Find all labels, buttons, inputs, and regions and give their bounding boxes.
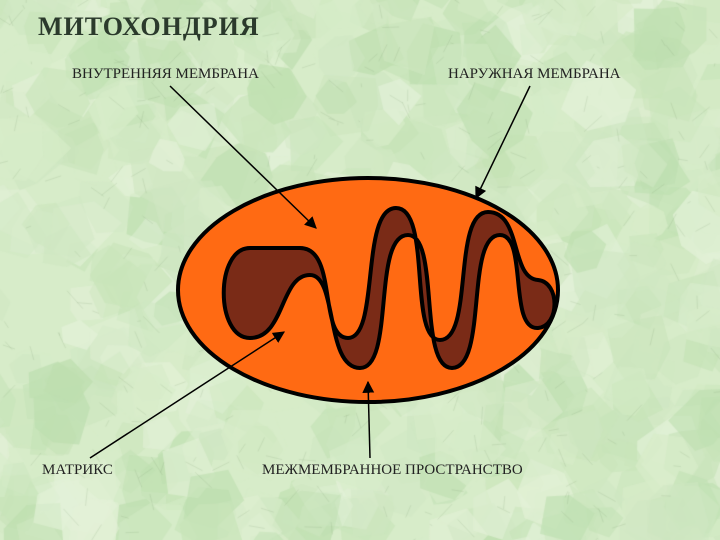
label-outer-membrane: НАРУЖНАЯ МЕМБРАНА <box>448 66 621 83</box>
pointer-arrow <box>476 86 530 198</box>
label-matrix: МАТРИКС <box>42 462 113 479</box>
diagram-title: МИТОХОНДРИЯ <box>38 12 260 42</box>
label-inner-membrane: ВНУТРЕННЯЯ МЕМБРАНА <box>72 66 259 83</box>
label-intermembrane-space: МЕЖМЕМБРАННОЕ ПРОСТРАНСТВО <box>262 462 523 479</box>
pointer-arrow <box>90 332 284 458</box>
